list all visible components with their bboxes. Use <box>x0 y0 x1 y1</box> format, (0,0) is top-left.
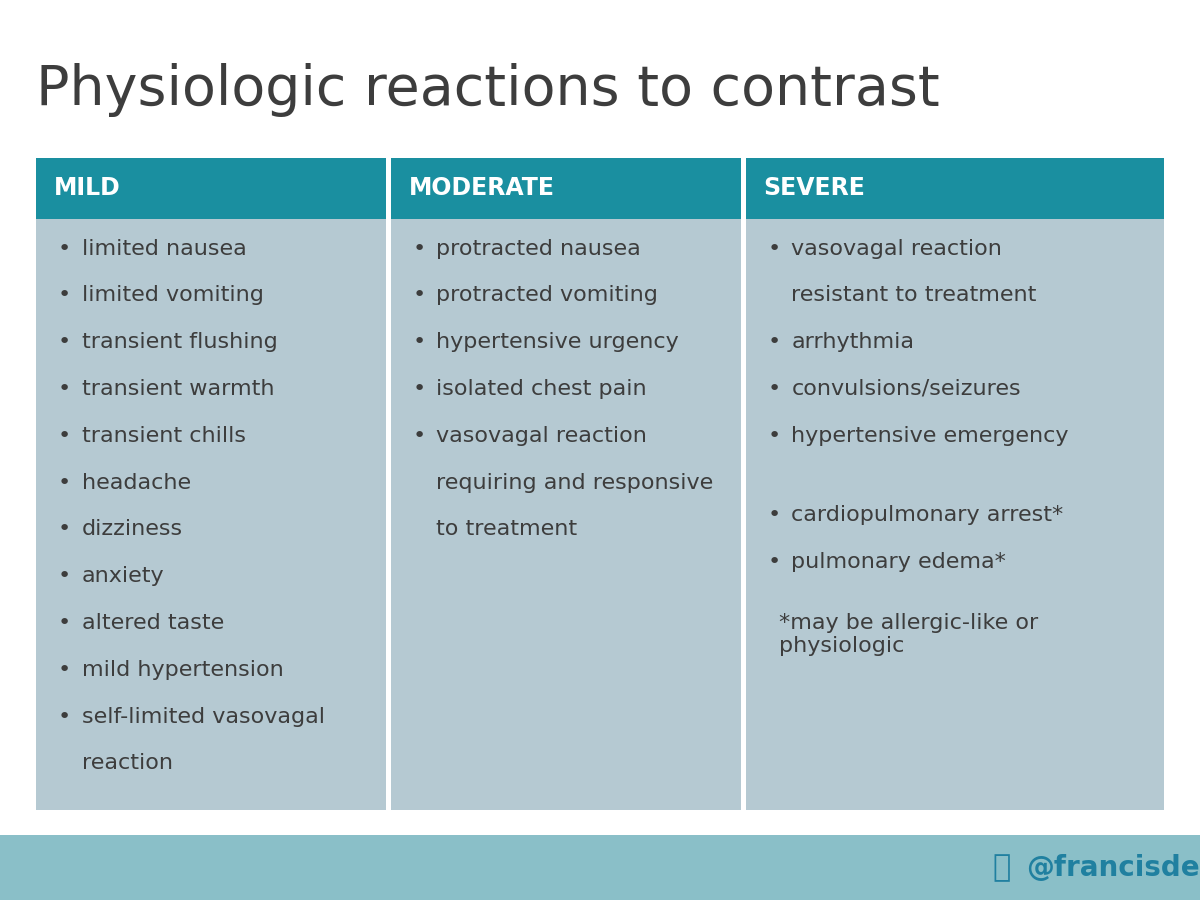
Text: MILD: MILD <box>54 176 121 200</box>
Text: mild hypertension: mild hypertension <box>82 660 283 680</box>
Text: limited vomiting: limited vomiting <box>82 285 264 305</box>
Text: •: • <box>767 426 780 446</box>
Bar <box>745 158 1164 219</box>
Text: •: • <box>58 285 71 305</box>
Text: vasovagal reaction: vasovagal reaction <box>437 426 647 446</box>
Text: self-limited vasovagal: self-limited vasovagal <box>82 706 324 726</box>
Text: isolated chest pain: isolated chest pain <box>437 379 647 399</box>
Text: •: • <box>413 426 426 446</box>
Bar <box>391 219 740 810</box>
Text: •: • <box>767 379 780 399</box>
Text: •: • <box>58 706 71 726</box>
Text: transient chills: transient chills <box>82 426 246 446</box>
Text: •: • <box>58 379 71 399</box>
Text: pulmonary edema*: pulmonary edema* <box>791 552 1006 572</box>
Text: arrhythmia: arrhythmia <box>791 332 914 352</box>
Bar <box>745 219 1164 810</box>
Text: convulsions/seizures: convulsions/seizures <box>791 379 1021 399</box>
Text: •: • <box>58 332 71 352</box>
Bar <box>391 158 740 219</box>
Text: •: • <box>413 238 426 258</box>
Text: •: • <box>58 566 71 586</box>
Text: •: • <box>767 332 780 352</box>
Text: •: • <box>58 238 71 258</box>
Text: vasovagal reaction: vasovagal reaction <box>791 238 1002 258</box>
Text: limited nausea: limited nausea <box>82 238 246 258</box>
Text: cardiopulmonary arrest*: cardiopulmonary arrest* <box>791 505 1063 526</box>
Text: @francisdeng: @francisdeng <box>1026 853 1200 882</box>
Text: transient flushing: transient flushing <box>82 332 277 352</box>
Text: •: • <box>413 285 426 305</box>
Text: •: • <box>767 505 780 526</box>
Text: to treatment: to treatment <box>437 519 577 539</box>
Text: Physiologic reactions to contrast: Physiologic reactions to contrast <box>36 63 940 117</box>
Bar <box>0 835 1200 900</box>
Text: *may be allergic-like or
physiologic: *may be allergic-like or physiologic <box>779 613 1038 656</box>
Text: reaction: reaction <box>82 753 173 773</box>
Text: resistant to treatment: resistant to treatment <box>791 285 1037 305</box>
Text: •: • <box>58 613 71 633</box>
Bar <box>36 158 386 219</box>
Text: •: • <box>767 552 780 572</box>
Text: hypertensive emergency: hypertensive emergency <box>791 426 1069 446</box>
Text: altered taste: altered taste <box>82 613 224 633</box>
Text: •: • <box>58 426 71 446</box>
Text: headache: headache <box>82 472 191 492</box>
Bar <box>36 219 386 810</box>
Text: requiring and responsive: requiring and responsive <box>437 472 714 492</box>
Text: •: • <box>58 472 71 492</box>
Text: transient warmth: transient warmth <box>82 379 274 399</box>
Text: 🐦: 🐦 <box>992 853 1012 882</box>
Text: protracted nausea: protracted nausea <box>437 238 641 258</box>
Text: •: • <box>58 660 71 680</box>
Text: dizziness: dizziness <box>82 519 182 539</box>
Text: SEVERE: SEVERE <box>763 176 865 200</box>
Text: hypertensive urgency: hypertensive urgency <box>437 332 679 352</box>
Text: •: • <box>767 238 780 258</box>
Text: •: • <box>413 379 426 399</box>
Text: anxiety: anxiety <box>82 566 164 586</box>
Text: •: • <box>413 332 426 352</box>
Text: MODERATE: MODERATE <box>409 176 554 200</box>
Text: protracted vomiting: protracted vomiting <box>437 285 659 305</box>
Text: •: • <box>58 519 71 539</box>
